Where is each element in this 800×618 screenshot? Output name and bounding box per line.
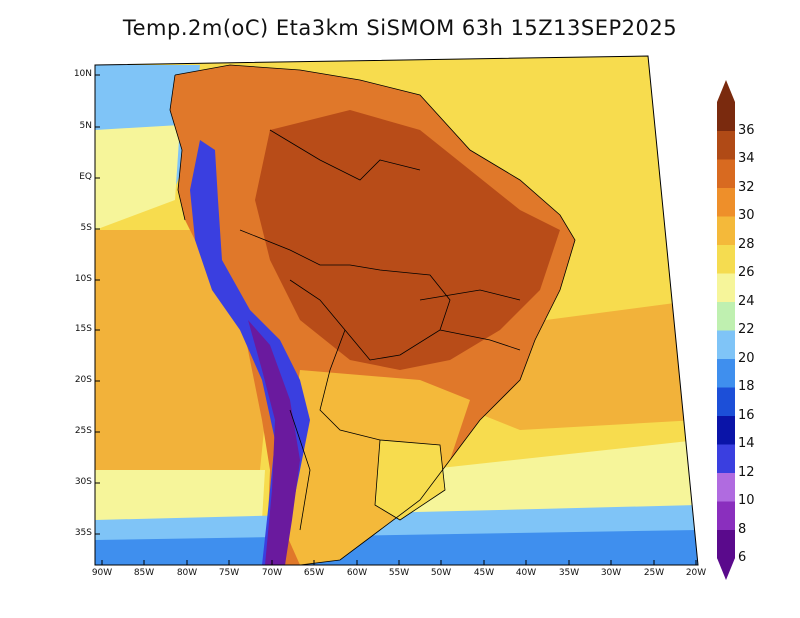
colorbar-label: 18 <box>738 379 755 394</box>
colorbar-label: 20 <box>738 350 755 366</box>
land-hot-core <box>255 110 560 370</box>
andes-very-cold <box>248 320 300 565</box>
land-uruguay-cool <box>375 440 445 520</box>
lon-label-45w: 45W <box>473 568 495 578</box>
lat-label-eq: EQ <box>79 172 92 182</box>
colorbar-segment <box>717 387 735 416</box>
lon-label-30w: 30W <box>600 568 622 578</box>
lat-label-15s: 15S <box>74 324 92 334</box>
colorbar-segment <box>717 444 735 473</box>
colorbar-segment <box>717 358 735 388</box>
lon-label-20w: 20W <box>685 568 707 578</box>
colorbar-segment <box>717 159 735 188</box>
colorbar-segment <box>717 529 735 559</box>
lon-label-35w: 35W <box>558 568 580 578</box>
colorbar-label: 8 <box>738 521 747 537</box>
colorbar-segment <box>717 330 735 359</box>
lat-ticks <box>95 74 100 535</box>
colorbar-segments <box>717 80 735 580</box>
lon-label-85w: 85W <box>133 568 155 578</box>
map-fill <box>95 56 698 565</box>
lat-label-35s: 35S <box>74 528 92 538</box>
colorbar-label: 16 <box>738 407 755 423</box>
colorbar-segment <box>717 102 735 131</box>
colorbar-arrow-bottom <box>717 558 735 580</box>
map-frame <box>94 55 699 566</box>
colorbar-label: 34 <box>738 151 755 166</box>
lon-label-80w: 80W <box>176 568 198 578</box>
colorbar-segment <box>717 501 735 530</box>
colorbar <box>717 80 735 580</box>
colorbar-label: 14 <box>738 436 755 451</box>
colorbar-label: 10 <box>738 493 755 508</box>
country-borders <box>169 64 576 565</box>
lat-label-10n: 10N <box>73 69 92 79</box>
colorbar-label: 12 <box>738 464 755 480</box>
lon-label-65w: 65W <box>303 568 325 578</box>
lat-label-5s: 5S <box>80 223 92 233</box>
colorbar-segment <box>717 273 735 302</box>
lat-label-30s: 30S <box>74 477 92 487</box>
lon-label-40w: 40W <box>515 568 537 578</box>
colorbar-label: 22 <box>738 322 755 337</box>
lon-label-75w: 75W <box>218 568 240 578</box>
colorbar-label: 32 <box>738 179 755 195</box>
lon-label-70w: 70W <box>261 568 283 578</box>
colorbar-segment <box>717 472 735 502</box>
colorbar-segment <box>717 244 735 274</box>
ocean-pacific-cool <box>95 470 265 520</box>
colorbar-arrow-top <box>717 80 735 102</box>
colorbar-label: 6 <box>738 550 747 565</box>
colorbar-label: 36 <box>738 122 755 138</box>
ocean-south-colder <box>95 530 698 565</box>
lon-ticks <box>101 560 697 565</box>
colorbar-label: 26 <box>738 265 755 280</box>
lat-label-5n: 5N <box>79 121 92 131</box>
lat-label-20s: 20S <box>74 375 92 385</box>
colorbar-segment <box>717 301 735 331</box>
colorbar-segment <box>717 130 735 160</box>
colorbar-label: 30 <box>738 208 755 223</box>
lon-label-25w: 25W <box>643 568 665 578</box>
lat-label-10s: 10S <box>74 274 92 284</box>
map-title: Temp.2m(oC) Eta3km SiSMOM 63h 15Z13SEP20… <box>122 16 678 40</box>
colorbar-label: 24 <box>738 293 755 309</box>
lon-label-90w: 90W <box>91 568 113 578</box>
colorbar-segment <box>717 216 735 245</box>
ocean-pacific-north-mild <box>95 125 180 230</box>
lat-label-25s: 25S <box>74 426 92 436</box>
lon-label-55w: 55W <box>388 568 410 578</box>
colorbar-label: 28 <box>738 236 755 252</box>
land-southern-mild <box>280 370 470 565</box>
lon-label-60w: 60W <box>346 568 368 578</box>
colorbar-segment <box>717 415 735 445</box>
colorbar-segment <box>717 187 735 217</box>
lon-label-50w: 50W <box>430 568 452 578</box>
